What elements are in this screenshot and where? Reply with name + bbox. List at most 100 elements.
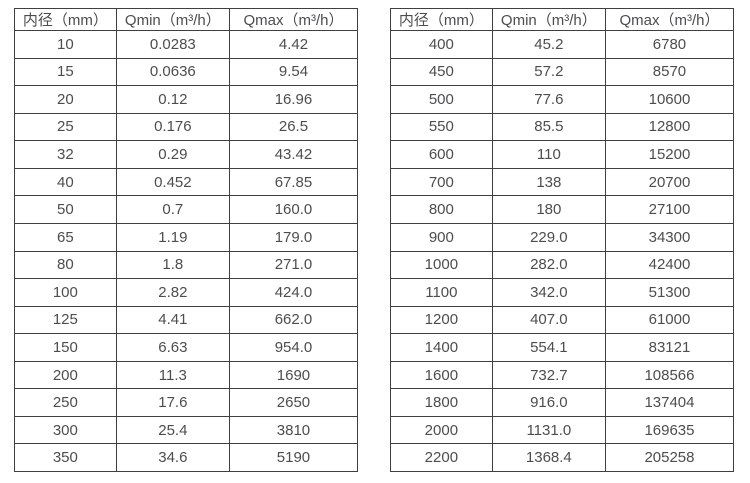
table-row: 100 2.82 424.0 — [14, 278, 359, 307]
flow-table-large-diameter: 内径（mm） Qmin（m³/h） Qmax（m³/h） 400 45.2 6780 45… — [390, 8, 735, 472]
table-row: 2000 1131.0 169635 — [390, 415, 735, 445]
table-cell: 1100 — [390, 278, 493, 307]
table-cell: 179.0 — [228, 222, 359, 252]
table-cell: 450 — [390, 57, 493, 87]
table-cell: 65 — [14, 222, 117, 252]
table-cell: 342.0 — [491, 278, 606, 307]
table-cell: 600 — [390, 140, 493, 169]
table-cell: 180 — [491, 195, 606, 224]
table-cell: 350 — [14, 443, 117, 472]
table-cell: 42400 — [604, 250, 735, 280]
table-cell: 550 — [390, 112, 493, 142]
table-cell: 5190 — [228, 443, 359, 472]
table-cell: 85.5 — [491, 112, 606, 142]
table-cell: 1600 — [390, 360, 493, 390]
table-row: 900 229.0 34300 — [390, 222, 735, 252]
table-cell: 67.85 — [228, 167, 359, 197]
table-cell: 0.452 — [115, 167, 230, 197]
table-row: 800 180 27100 — [390, 195, 735, 224]
table-cell: 15 — [14, 57, 117, 87]
table-row: 40 0.452 67.85 — [14, 167, 359, 197]
table-cell: 400 — [390, 30, 493, 59]
table-cell: 229.0 — [491, 222, 606, 252]
table-cell: 108566 — [604, 360, 735, 390]
table-cell: 169635 — [604, 415, 735, 445]
table-cell: 0.29 — [115, 140, 230, 169]
table-cell: 205258 — [604, 443, 735, 472]
table-row: 700 138 20700 — [390, 167, 735, 197]
table-cell: 1000 — [390, 250, 493, 280]
table-row: 25 0.176 26.5 — [14, 112, 359, 142]
column-header: Qmin（m³/h） — [491, 8, 606, 31]
flow-table-small-diameter: 内径（mm） Qmin（m³/h） Qmax（m³/h） 10 0.0283 4.42 1… — [14, 8, 359, 472]
table-cell: 0.0636 — [115, 57, 230, 87]
table-cell: 77.6 — [491, 85, 606, 114]
table-cell: 6780 — [604, 30, 735, 59]
table-cell: 10600 — [604, 85, 735, 114]
table-row: 1400 554.1 83121 — [390, 333, 735, 362]
column-header: Qmax（m³/h） — [604, 8, 735, 31]
table-cell: 0.12 — [115, 85, 230, 114]
table-cell: 57.2 — [491, 57, 606, 87]
table-cell: 20 — [14, 85, 117, 114]
table-cell: 125 — [14, 305, 117, 335]
table-cell: 662.0 — [228, 305, 359, 335]
table-row: 550 85.5 12800 — [390, 112, 735, 142]
table-cell: 0.0283 — [115, 30, 230, 59]
table-cell: 25 — [14, 112, 117, 142]
table-cell: 25.4 — [115, 415, 230, 445]
table-row: 15 0.0636 9.54 — [14, 57, 359, 87]
table-row: 1200 407.0 61000 — [390, 305, 735, 335]
table-cell: 4.42 — [228, 30, 359, 59]
column-header: Qmin（m³/h） — [115, 8, 230, 31]
table-cell: 83121 — [604, 333, 735, 362]
table-cell: 700 — [390, 167, 493, 197]
table-cell: 32 — [14, 140, 117, 169]
table-row: 50 0.7 160.0 — [14, 195, 359, 224]
table-cell: 16.96 — [228, 85, 359, 114]
table-row: 1800 916.0 137404 — [390, 388, 735, 417]
table-cell: 10 — [14, 30, 117, 59]
table-cell: 800 — [390, 195, 493, 224]
table-cell: 8570 — [604, 57, 735, 87]
table-cell: 282.0 — [491, 250, 606, 280]
table-cell: 200 — [14, 360, 117, 390]
table-cell: 61000 — [604, 305, 735, 335]
table-cell: 110 — [491, 140, 606, 169]
table-cell: 50 — [14, 195, 117, 224]
table-cell: 12800 — [604, 112, 735, 142]
table-row: 250 17.6 2650 — [14, 388, 359, 417]
table-cell: 1400 — [390, 333, 493, 362]
table-row: 1600 732.7 108566 — [390, 360, 735, 390]
table-cell: 407.0 — [491, 305, 606, 335]
table-cell: 1800 — [390, 388, 493, 417]
table-cell: 0.176 — [115, 112, 230, 142]
table-row: 20 0.12 16.96 — [14, 85, 359, 114]
table-cell: 3810 — [228, 415, 359, 445]
table-cell: 554.1 — [491, 333, 606, 362]
table-cell: 15200 — [604, 140, 735, 169]
table-cell: 150 — [14, 333, 117, 362]
table-cell: 2650 — [228, 388, 359, 417]
table-cell: 1131.0 — [491, 415, 606, 445]
table-row: 500 77.6 10600 — [390, 85, 735, 114]
table-cell: 250 — [14, 388, 117, 417]
table-cell: 500 — [390, 85, 493, 114]
table-row: 150 6.63 954.0 — [14, 333, 359, 362]
table-cell: 732.7 — [491, 360, 606, 390]
table-cell: 137404 — [604, 388, 735, 417]
column-header: 内径（mm） — [14, 8, 117, 31]
table-row: 200 11.3 1690 — [14, 360, 359, 390]
table-row: 1000 282.0 42400 — [390, 250, 735, 280]
table-cell: 954.0 — [228, 333, 359, 362]
table-cell: 1.8 — [115, 250, 230, 280]
table-row: 400 45.2 6780 — [390, 30, 735, 59]
table-cell: 424.0 — [228, 278, 359, 307]
table-cell: 2.82 — [115, 278, 230, 307]
table-cell: 11.3 — [115, 360, 230, 390]
table-cell: 160.0 — [228, 195, 359, 224]
table-row: 2200 1368.4 205258 — [390, 443, 735, 472]
table-cell: 138 — [491, 167, 606, 197]
table-cell: 17.6 — [115, 388, 230, 417]
table-cell: 4.41 — [115, 305, 230, 335]
